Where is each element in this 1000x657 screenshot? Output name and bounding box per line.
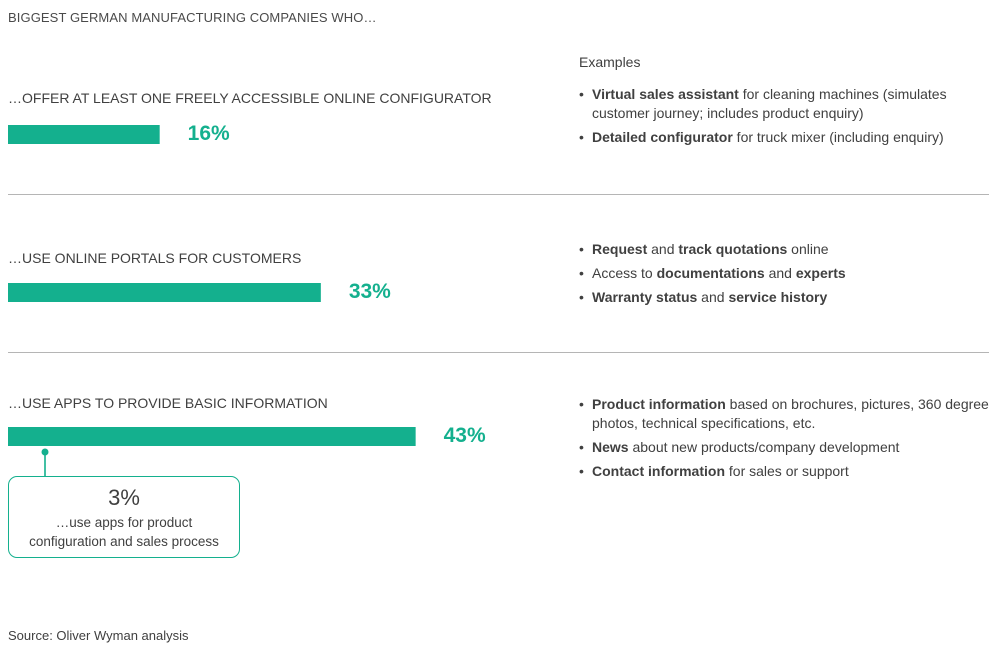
category-label-apps: …USE APPS TO PROVIDE BASIC INFORMATION bbox=[8, 395, 328, 411]
value-label-configurator: 16% bbox=[187, 122, 230, 145]
example-bullet: • Product information based on brochures,… bbox=[579, 395, 989, 433]
bar-apps bbox=[8, 427, 416, 446]
example-text: and bbox=[647, 241, 679, 257]
bullet-dot-icon: • bbox=[579, 396, 584, 412]
value-label-apps: 43% bbox=[443, 424, 486, 447]
bullet-dot-icon: • bbox=[579, 241, 584, 257]
bullet-dot-icon: • bbox=[579, 86, 584, 102]
bullet-dot-icon: • bbox=[579, 289, 584, 305]
example-bullet: • Contact information for sales or suppor… bbox=[579, 462, 989, 481]
example-text: for sales or support bbox=[725, 463, 849, 479]
example-text: and bbox=[697, 289, 729, 305]
category-label-configurator: …OFFER AT LEAST ONE FREELY ACCESSIBLE ON… bbox=[8, 90, 492, 106]
bar-configurator bbox=[8, 125, 160, 144]
example-text: for cleaning machines (simulates custome… bbox=[592, 86, 947, 121]
example-bullet: • Detailed configurator for truck mixer (… bbox=[579, 128, 989, 147]
category-label-portals: …USE ONLINE PORTALS FOR CUSTOMERS bbox=[8, 250, 302, 266]
bar-portals bbox=[8, 283, 321, 302]
example-keyword: Product information bbox=[592, 396, 726, 412]
value-label-portals: 33% bbox=[348, 280, 391, 303]
bullet-dot-icon: • bbox=[579, 463, 584, 479]
example-keyword: Warranty status bbox=[592, 289, 698, 305]
example-keyword: News bbox=[592, 439, 629, 455]
example-bullet: • Warranty status and service history bbox=[579, 288, 989, 307]
example-bullet: • News about new products/company develop… bbox=[579, 438, 989, 457]
example-bullet: • Access to documentations and experts bbox=[579, 264, 989, 283]
callout-text: …use apps for product configuration and … bbox=[29, 515, 219, 549]
bullet-dot-icon: • bbox=[579, 265, 584, 281]
example-text: and bbox=[764, 265, 796, 281]
example-text: online bbox=[787, 241, 829, 257]
source-note: Source: Oliver Wyman analysis bbox=[8, 628, 189, 643]
section-divider bbox=[8, 194, 989, 195]
example-text: about new products/company development bbox=[628, 439, 900, 455]
example-keyword: track quotations bbox=[678, 241, 788, 257]
example-text: Access to bbox=[592, 265, 657, 281]
examples-list-portals: • Request and track quotations online • Acc… bbox=[579, 240, 989, 312]
examples-heading: Examples bbox=[579, 54, 641, 70]
example-keyword: documentations bbox=[656, 265, 765, 281]
example-keyword: service history bbox=[728, 289, 828, 305]
example-keyword: Detailed configurator bbox=[592, 129, 733, 145]
bullet-dot-icon: • bbox=[579, 129, 584, 145]
example-bullet: • Request and track quotations online bbox=[579, 240, 989, 259]
callout-box: 3% …use apps for product configuration a… bbox=[8, 476, 240, 558]
example-keyword: experts bbox=[795, 265, 846, 281]
example-keyword: Virtual sales assistant bbox=[592, 86, 739, 102]
example-text: based on brochures, pictures, 360 degree… bbox=[592, 396, 989, 431]
example-bullet: • Virtual sales assistant for cleaning ma… bbox=[579, 85, 989, 123]
callout-value: 3% bbox=[108, 485, 140, 510]
chart-title: BIGGEST GERMAN MANUFACTURING COMPANIES W… bbox=[8, 10, 377, 25]
bullet-dot-icon: • bbox=[579, 439, 584, 455]
examples-list-configurator: • Virtual sales assistant for cleaning ma… bbox=[579, 85, 989, 152]
section-divider bbox=[8, 352, 989, 353]
example-keyword: Request bbox=[592, 241, 648, 257]
examples-list-apps: • Product information based on brochures,… bbox=[579, 395, 989, 486]
example-text: for truck mixer (including enquiry) bbox=[732, 129, 944, 145]
example-keyword: Contact information bbox=[592, 463, 725, 479]
